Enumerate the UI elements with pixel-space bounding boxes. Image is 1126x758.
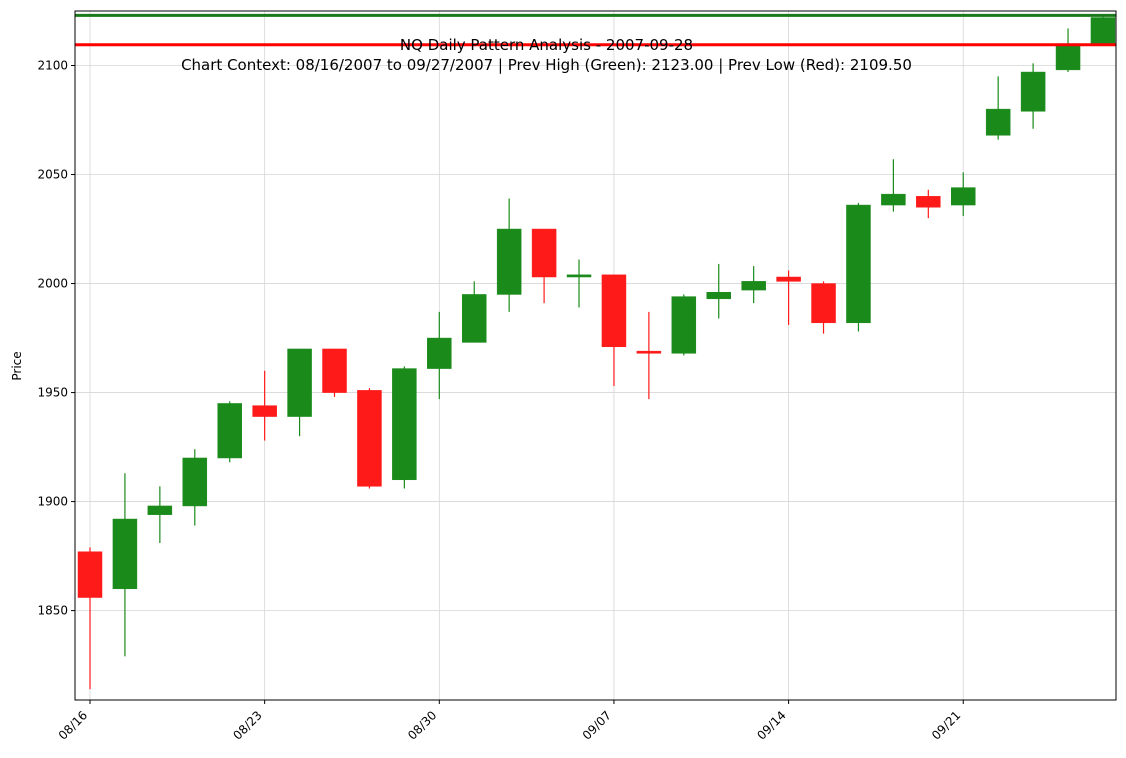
candle <box>461 281 487 343</box>
candle <box>496 198 522 312</box>
candles <box>77 15 1116 690</box>
y-axis-label: Price <box>10 351 24 380</box>
candle-body <box>1090 17 1116 44</box>
candle-body <box>811 283 836 324</box>
candle <box>392 366 417 489</box>
candle <box>636 311 662 400</box>
candle <box>706 263 731 319</box>
candle-body <box>531 228 557 278</box>
candle-body <box>77 551 103 598</box>
x-tick-label: 08/30 <box>405 708 439 742</box>
candle-body <box>776 276 801 282</box>
candle-body <box>566 274 592 278</box>
candle-body <box>671 296 697 354</box>
candle <box>671 294 697 356</box>
candle-body <box>461 294 487 343</box>
candle <box>881 159 906 212</box>
x-tick-label: 08/16 <box>56 708 90 742</box>
candle <box>427 311 452 400</box>
candle <box>1090 15 1116 46</box>
candle <box>985 76 1011 140</box>
x-tick-label: 09/07 <box>580 708 614 742</box>
candle-body <box>1020 71 1046 112</box>
candle-body <box>741 281 766 291</box>
candle <box>357 388 382 489</box>
x-tick-label: 08/23 <box>230 708 264 742</box>
candle-body <box>182 457 208 507</box>
candle-body <box>951 187 976 206</box>
grid <box>75 11 1116 700</box>
candle-body <box>427 337 452 369</box>
candle-body <box>147 505 173 515</box>
x-tick-label: 09/21 <box>929 708 963 742</box>
y-tick-label: 2100 <box>37 59 68 73</box>
x-tick-label: 09/14 <box>754 708 788 742</box>
candle <box>77 547 103 690</box>
plot-frame <box>74 10 1117 701</box>
reference-lines <box>75 13 1116 47</box>
candle <box>916 189 941 219</box>
y-tick-label: 2000 <box>37 277 68 291</box>
y-tick-label: 2050 <box>37 168 68 182</box>
candle-body <box>392 368 417 481</box>
candle-body <box>881 193 906 206</box>
candle <box>287 348 312 437</box>
candle <box>846 202 871 332</box>
y-tick-label: 1950 <box>37 386 68 400</box>
chart-title: NQ Daily Pattern Analysis - 2007-09-28 <box>400 36 693 54</box>
candle <box>112 473 138 657</box>
y-tick-label: 1850 <box>37 604 68 618</box>
candle-body <box>985 108 1011 136</box>
candle <box>741 266 766 304</box>
chart-subtitle: Chart Context: 08/16/2007 to 09/27/2007 … <box>181 56 912 74</box>
candle-body <box>252 405 277 417</box>
candle <box>1020 63 1046 129</box>
candle-body <box>706 292 731 300</box>
candle <box>1055 28 1081 73</box>
candle-body <box>287 348 312 417</box>
candle-body <box>846 204 871 324</box>
candle-body <box>1055 43 1081 71</box>
candle-body <box>636 350 662 354</box>
candle <box>531 228 557 304</box>
candle <box>252 370 277 441</box>
candle-body <box>217 403 242 459</box>
candle <box>322 348 347 397</box>
candle <box>147 486 173 544</box>
candle-body <box>916 196 941 208</box>
candle-body <box>357 390 382 487</box>
candle <box>776 270 801 325</box>
candle <box>601 274 627 387</box>
candle-body <box>496 228 522 295</box>
candle-body <box>322 348 347 393</box>
candle <box>566 259 592 308</box>
y-tick-label: 1900 <box>37 495 68 509</box>
candle-body <box>112 518 138 590</box>
candle-body <box>601 274 627 348</box>
axes: 1850 1900 1950 2000 2050 2100 08/16 08/23 08/30 0… <box>37 59 964 743</box>
candle <box>182 449 208 526</box>
candle <box>951 172 976 216</box>
candle <box>811 281 836 334</box>
candle <box>217 401 242 463</box>
